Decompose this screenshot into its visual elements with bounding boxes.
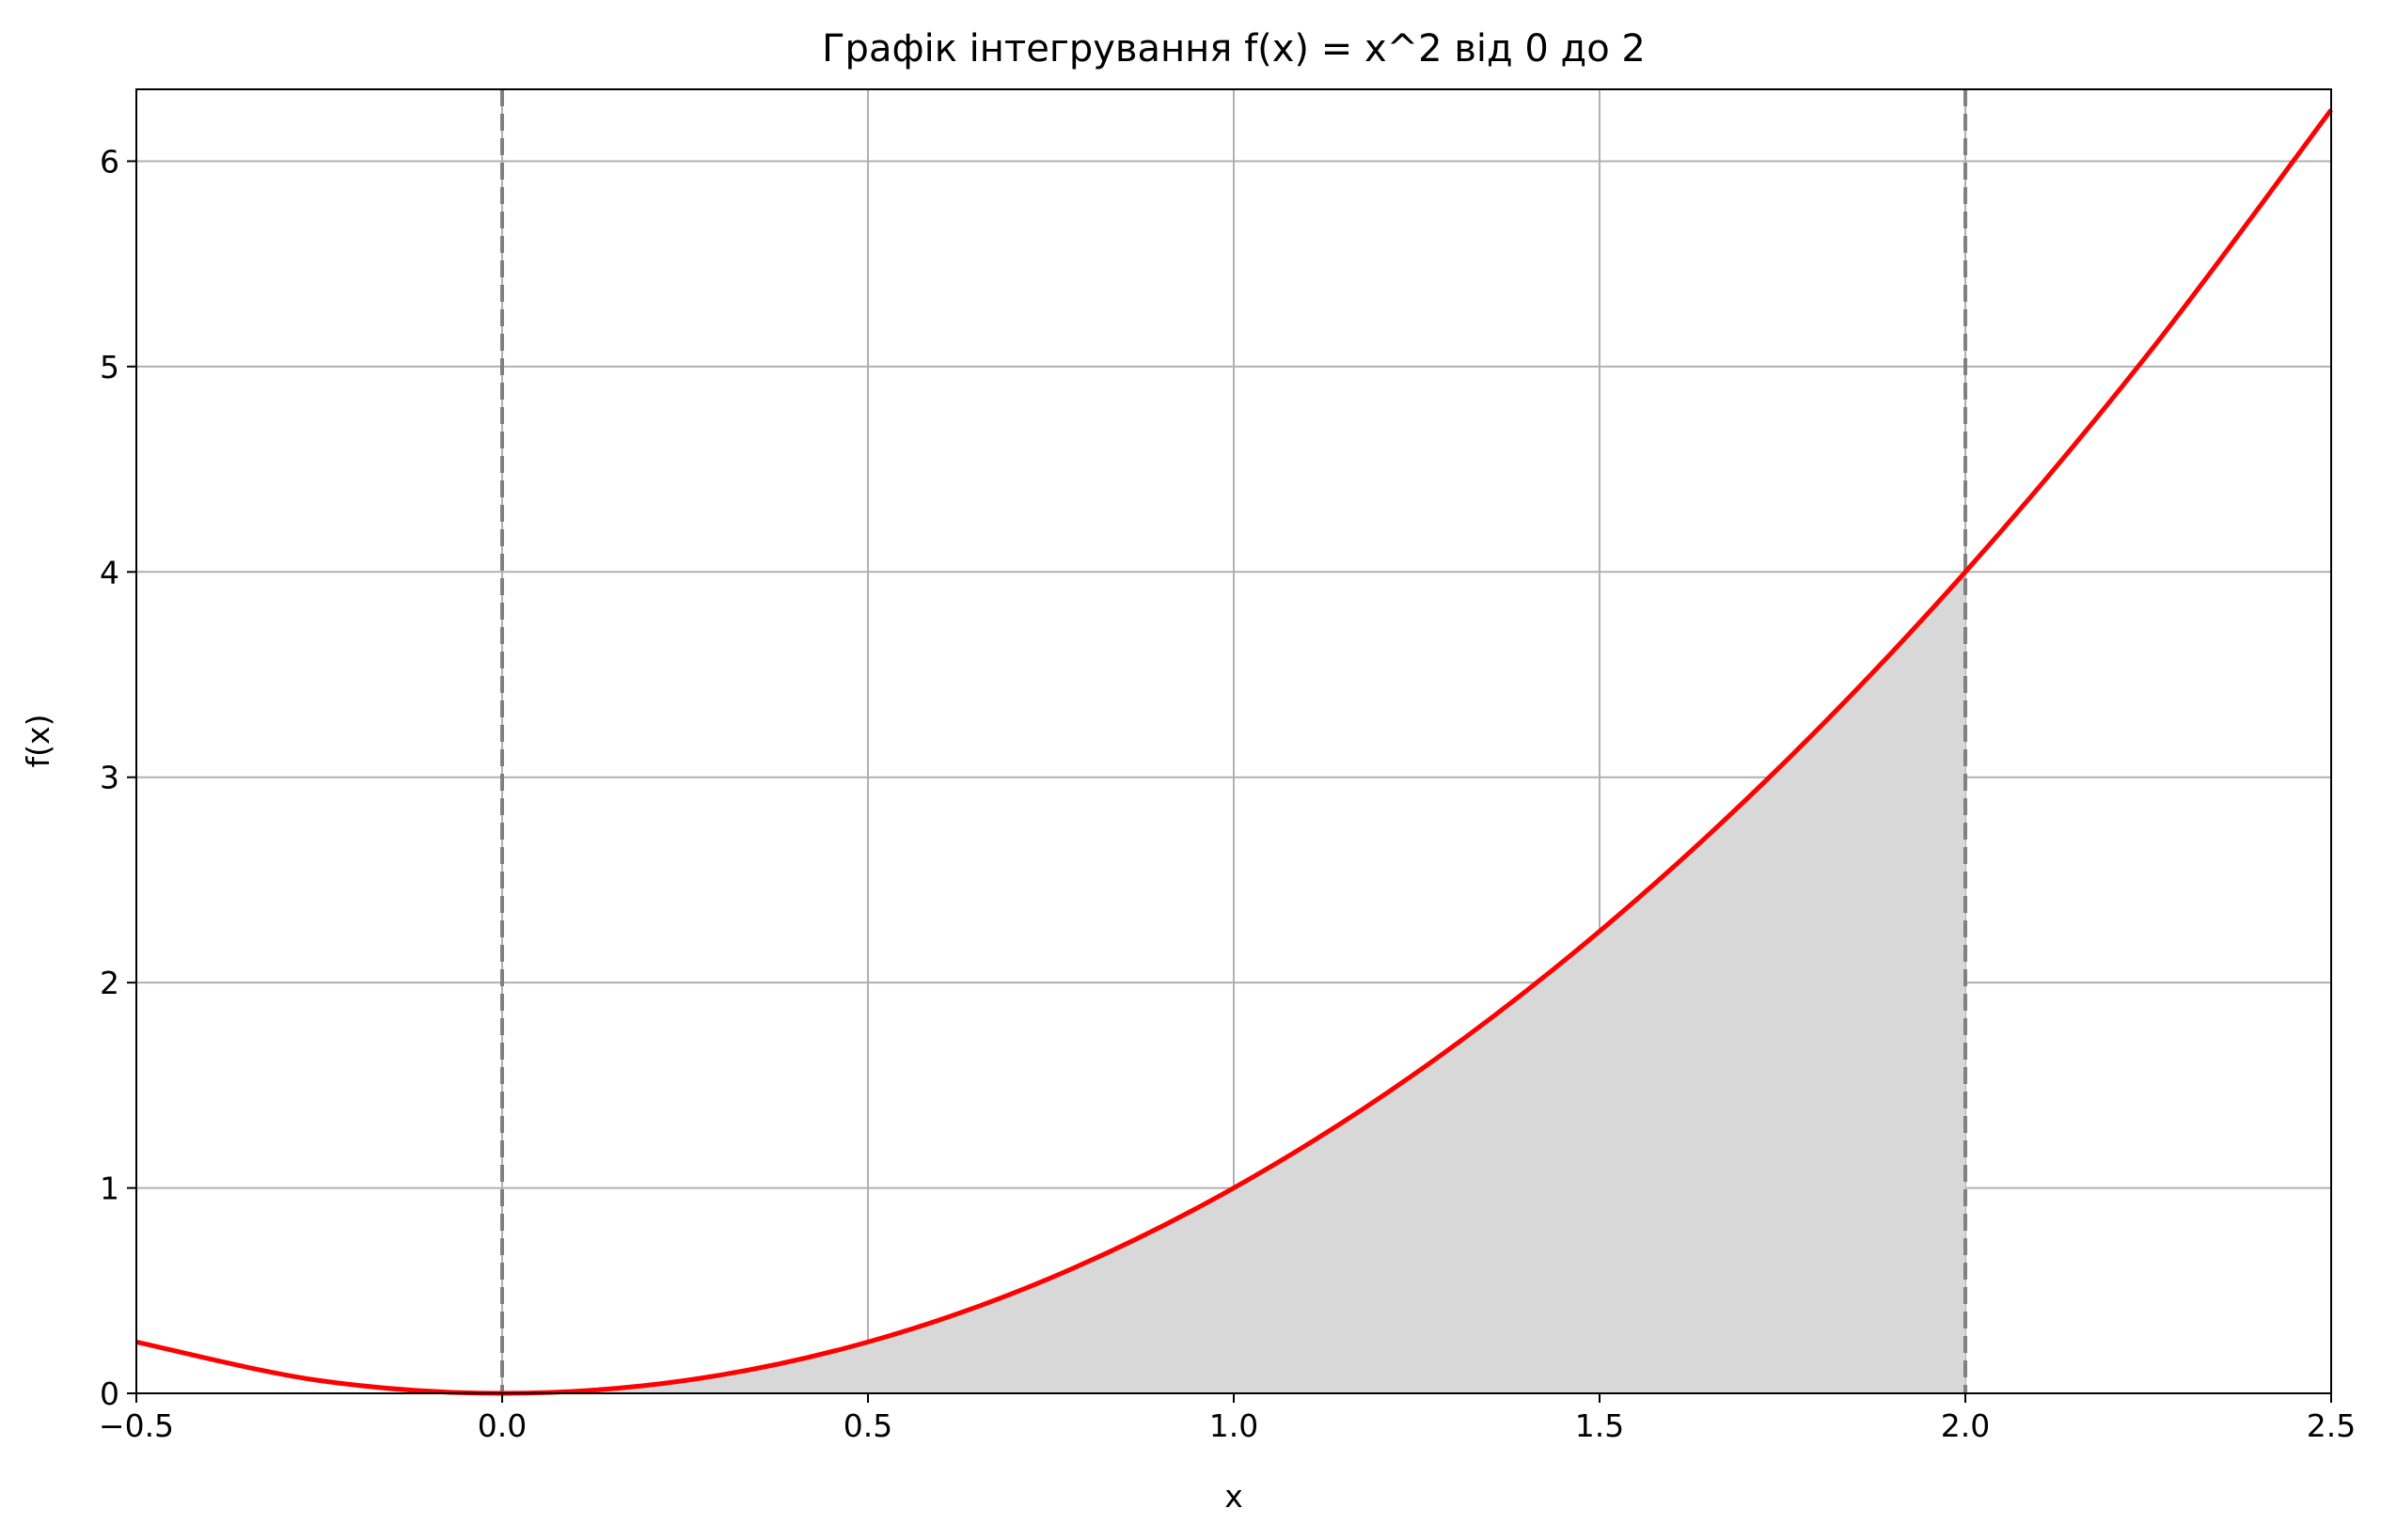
x-tick-label: −0.5	[99, 1407, 174, 1444]
y-tick-label: 1	[100, 1171, 119, 1207]
y-tick-label: 4	[100, 554, 119, 590]
y-tick-label: 3	[100, 760, 119, 796]
x-tick-label: 0.5	[844, 1407, 892, 1444]
integral-shaded-area	[502, 572, 1965, 1393]
y-axis-label: f(x)	[20, 715, 56, 768]
x-tick-label: 1.0	[1209, 1407, 1258, 1444]
x-tick-label: 2.0	[1941, 1407, 1990, 1444]
x-tick-label: 2.5	[2307, 1407, 2356, 1444]
x-axis: −0.5 0.0 0.5 1.0 1.5 2.0 2.5	[99, 1393, 2356, 1444]
x-tick-label: 1.5	[1575, 1407, 1624, 1444]
y-tick-label: 2	[100, 965, 119, 1001]
chart-title: Графік інтегрування f(x) = x^2 від 0 до …	[822, 27, 1646, 71]
plot-area	[135, 88, 2334, 1396]
x-axis-label: x	[1224, 1478, 1243, 1515]
y-tick-label: 6	[100, 143, 119, 180]
x-tick-label: 0.0	[478, 1407, 527, 1444]
y-tick-label: 5	[100, 349, 119, 385]
y-axis: 0 1 2 3 4 5 6	[100, 143, 136, 1412]
integration-bounds	[500, 89, 1967, 1393]
y-tick-label: 0	[100, 1375, 119, 1412]
